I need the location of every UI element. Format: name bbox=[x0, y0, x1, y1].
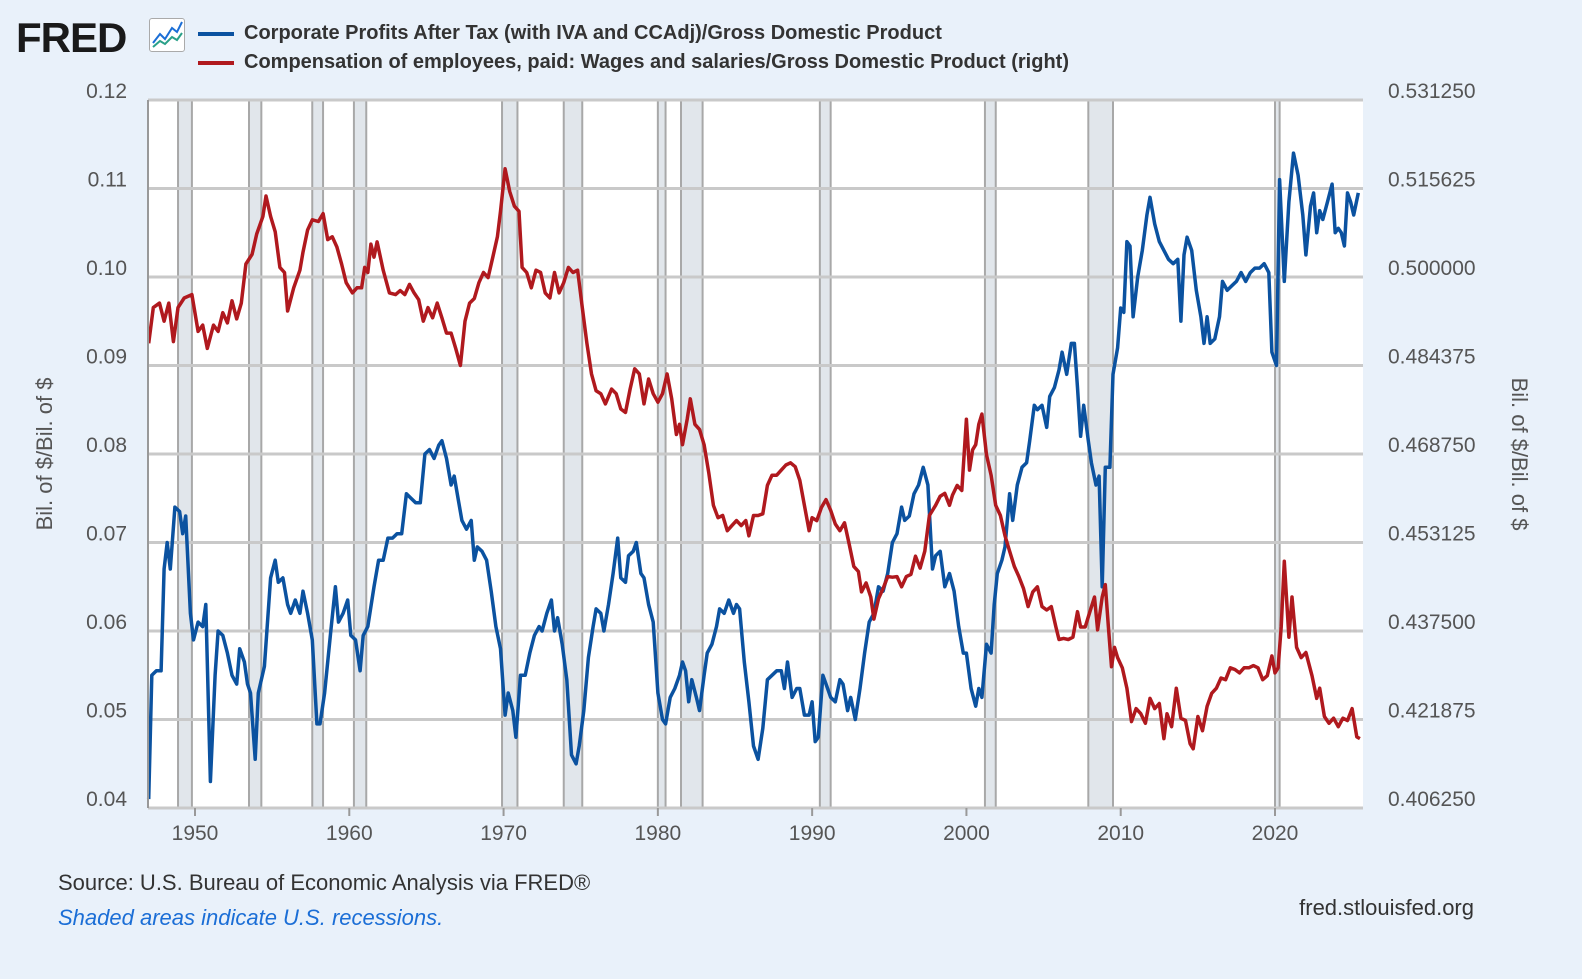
legend-item-corporate-profits: Corporate Profits After Tax (with IVA an… bbox=[198, 22, 942, 45]
x-tick-label: 1970 bbox=[480, 822, 527, 845]
y-right-tick-label: 0.500000 bbox=[1388, 257, 1476, 280]
legend-item-compensation: Compensation of employees, paid: Wages a… bbox=[198, 51, 1069, 74]
recession-note: Shaded areas indicate U.S. recessions. bbox=[58, 905, 444, 930]
gridlines bbox=[148, 98, 1363, 810]
x-tick-label: 2020 bbox=[1252, 822, 1299, 845]
y-left-tick-label: 0.05 bbox=[86, 700, 127, 723]
x-tick-label: 1960 bbox=[326, 822, 373, 845]
y-left-tick-label: 0.08 bbox=[86, 434, 127, 457]
y-left-tick-label: 0.07 bbox=[86, 523, 127, 546]
y-right-tick-label: 0.468750 bbox=[1388, 434, 1476, 457]
series-lines bbox=[146, 151, 1361, 800]
y-right-tick-label: 0.453125 bbox=[1388, 523, 1476, 546]
x-tick-label: 2010 bbox=[1097, 822, 1144, 845]
fred-logo[interactable]: FRED bbox=[16, 14, 127, 61]
y-right-tick-label: 0.406250 bbox=[1388, 788, 1476, 811]
y-left-tick-label: 0.12 bbox=[86, 80, 127, 103]
axes: 0.04 0.406250 0.05 0.421875 0.06 0.437500 0.07… bbox=[86, 80, 1475, 845]
fred-url-link[interactable]: fred.stlouisfed.org bbox=[1299, 895, 1474, 920]
source-text: Source: U.S. Bureau of Economic Analysis… bbox=[58, 870, 591, 895]
x-tick-label: 1980 bbox=[634, 822, 681, 845]
y-right-tick-label: 0.484375 bbox=[1388, 346, 1476, 369]
x-tick-label: 2000 bbox=[943, 822, 990, 845]
y-right-tick-label: 0.515625 bbox=[1388, 169, 1476, 192]
legend-label: Compensation of employees, paid: Wages a… bbox=[244, 51, 1069, 73]
legend-swatch-red bbox=[198, 60, 234, 65]
series-line-corporate-profits bbox=[146, 151, 1361, 800]
x-tick-label: 1990 bbox=[789, 822, 836, 845]
line-chart-icon bbox=[149, 18, 185, 52]
x-tick-label: 1950 bbox=[172, 822, 219, 845]
y-left-tick-label: 0.06 bbox=[86, 611, 127, 634]
y-left-tick-label: 0.09 bbox=[86, 346, 127, 369]
y-left-tick-label: 0.04 bbox=[86, 788, 127, 811]
y-axis-right-label: Bil. of $/Bil. of $ bbox=[1507, 378, 1532, 531]
y-axis-left-label: Bil. of $/Bil. of $ bbox=[32, 378, 57, 531]
y-left-tick-label: 0.11 bbox=[88, 169, 127, 192]
legend-label: Corporate Profits After Tax (with IVA an… bbox=[244, 22, 942, 44]
legend-swatch-blue bbox=[198, 31, 234, 36]
y-left-tick-label: 0.10 bbox=[86, 257, 127, 280]
y-right-tick-label: 0.437500 bbox=[1388, 611, 1476, 634]
y-right-tick-label: 0.421875 bbox=[1388, 700, 1476, 723]
series-line-compensation bbox=[146, 167, 1361, 751]
y-right-tick-label: 0.531250 bbox=[1388, 80, 1476, 103]
